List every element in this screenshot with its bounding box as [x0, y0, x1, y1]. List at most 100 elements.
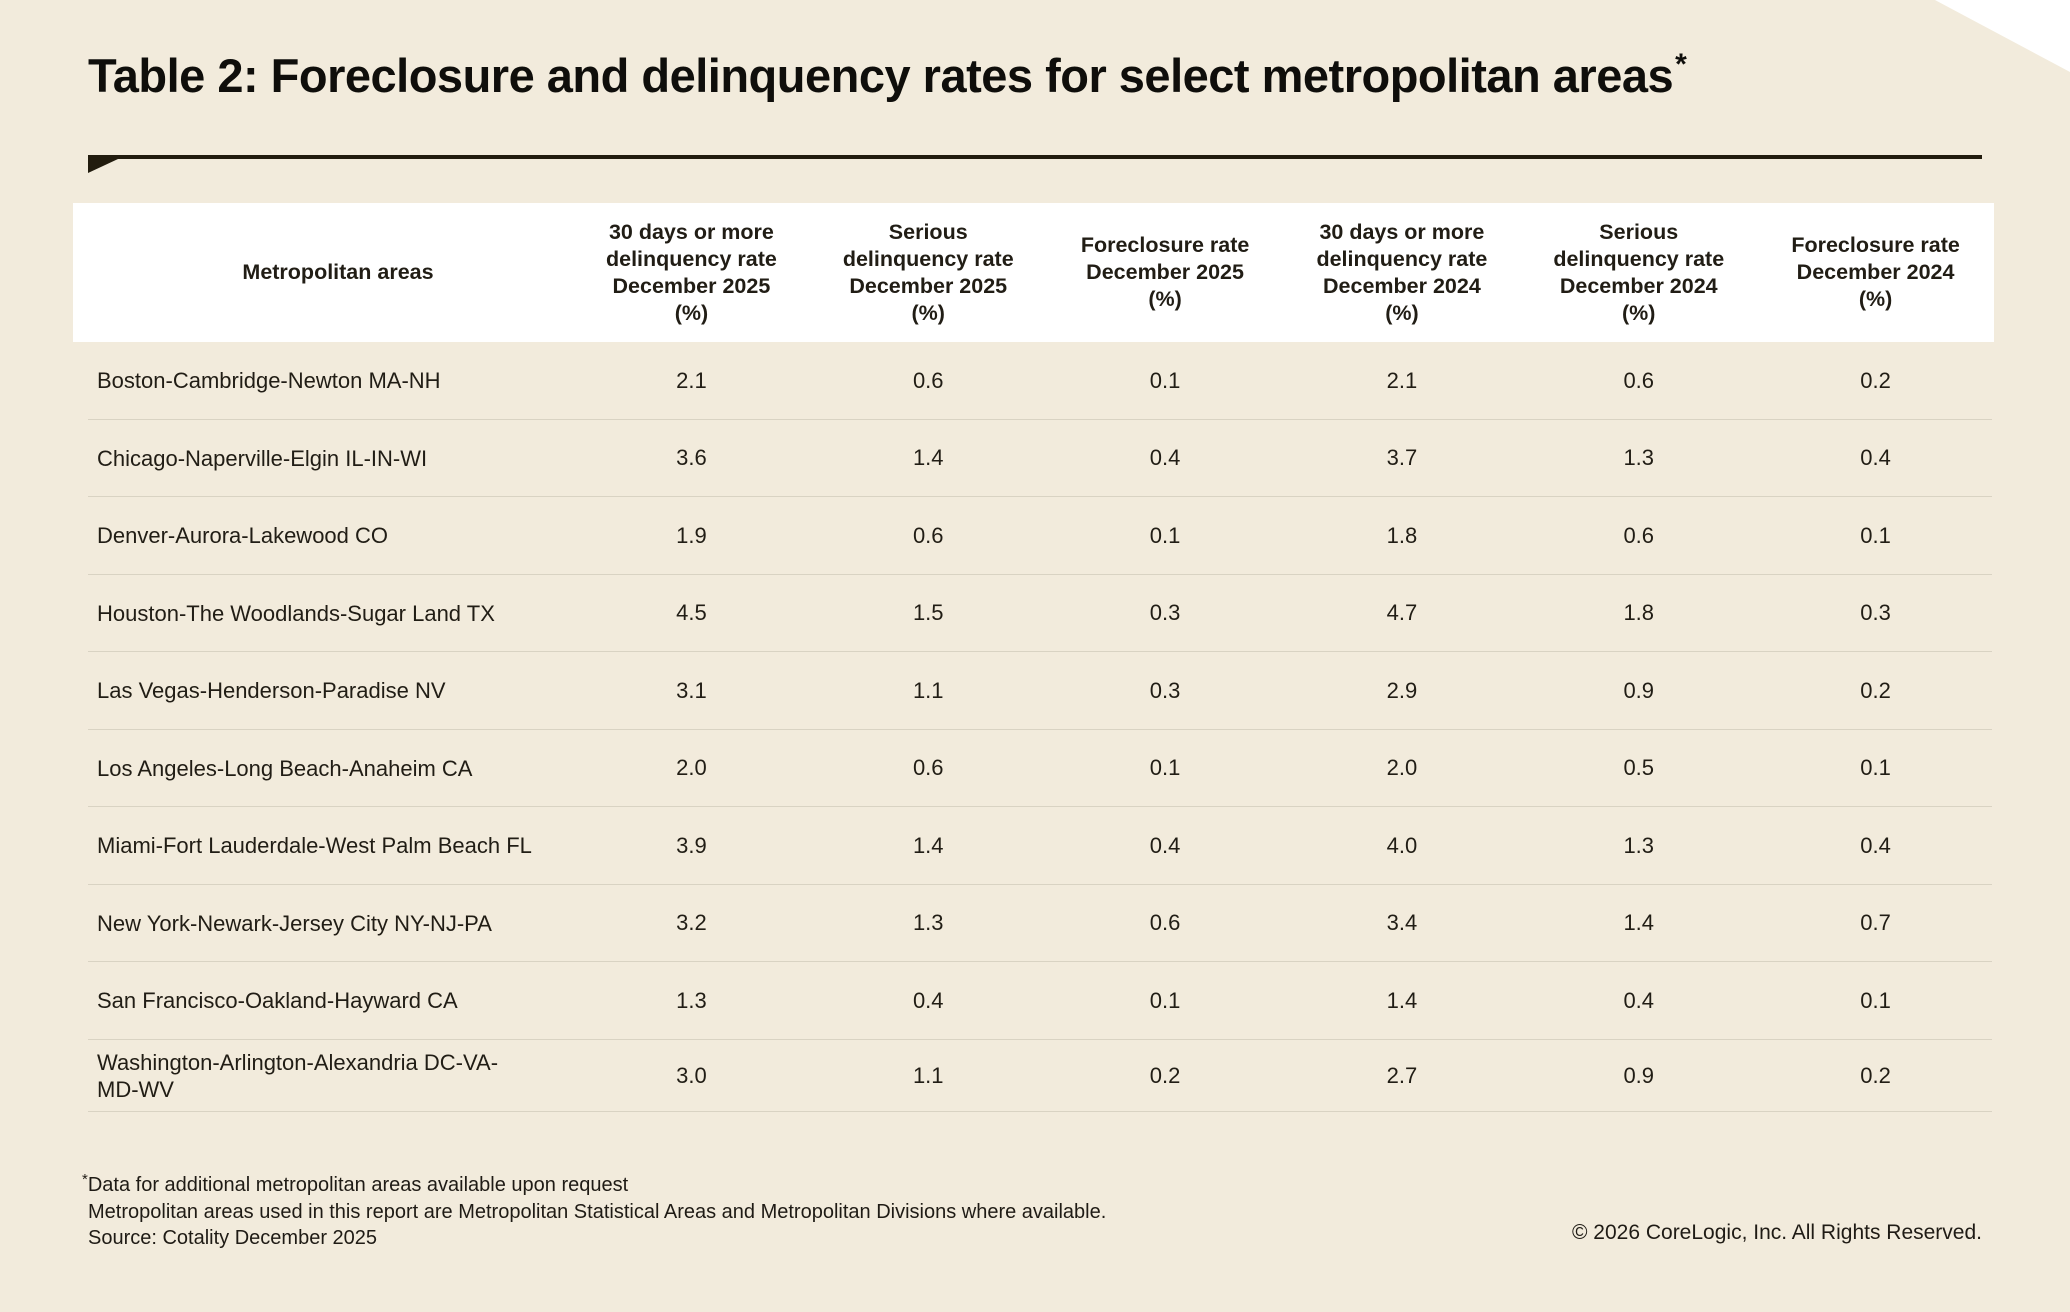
rate-value-cell: 0.1 — [1860, 522, 1891, 548]
rate-value-cell: 2.0 — [1386, 755, 1418, 781]
rate-value-cell: 0.7 — [1860, 910, 1891, 936]
rate-value-cell: 4.7 — [1386, 600, 1418, 626]
table-row: Las Vegas-Henderson-Paradise NV 3.1 1.1 … — [73, 652, 1994, 730]
footnote-additional-areas: *Data for additional metropolitan areas … — [82, 1167, 1106, 1199]
table-row: Denver-Aurora-Lakewood CO 1.9 0.6 0.1 1.… — [73, 497, 1994, 575]
rate-value-cell: 1.4 — [1386, 987, 1418, 1013]
rate-value-cell: 0.6 — [1623, 367, 1655, 393]
rate-value-cell: 3.2 — [676, 910, 707, 936]
title-divider-flag-icon — [88, 159, 118, 173]
rate-value-cell: 4.0 — [1386, 832, 1418, 858]
rate-value-cell: 3.7 — [1386, 445, 1418, 471]
rate-value-cell: 0.4 — [1860, 445, 1891, 471]
rate-value-cell: 0.6 — [912, 367, 944, 393]
rate-value-cell: 0.1 — [1149, 987, 1181, 1013]
metro-area-cell: Houston-The Woodlands-Sugar Land TX — [97, 600, 495, 626]
rate-value-cell: 3.4 — [1386, 910, 1418, 936]
rate-value-cell: 0.1 — [1860, 987, 1891, 1013]
title-asterisk: * — [1675, 48, 1687, 81]
rate-value-cell: 4.5 — [676, 600, 707, 626]
page-title-text: Table 2: Foreclosure and delinquency rat… — [88, 49, 1674, 102]
rate-value-cell: 0.1 — [1149, 755, 1181, 781]
rate-value-cell: 1.3 — [1623, 445, 1655, 471]
table-row: New York-Newark-Jersey City NY-NJ-PA 3.2… — [73, 885, 1994, 963]
rate-value-cell: 0.5 — [1623, 755, 1655, 781]
table-row: San Francisco-Oakland-Hayward CA 1.3 0.4… — [73, 962, 1994, 1040]
column-header-serious-rate-dec-2024: Serious delinquency rate December 2024 (… — [1553, 219, 1725, 325]
rate-value-cell: 0.4 — [1149, 445, 1181, 471]
rate-value-cell: 1.8 — [1386, 522, 1418, 548]
metro-area-cell: Boston-Cambridge-Newton MA-NH — [97, 368, 441, 394]
rate-value-cell: 3.9 — [676, 832, 707, 858]
column-header-foreclosure-rate-dec-2025: Foreclosure rate December 2025 (%) — [1080, 233, 1250, 311]
title-divider-rule — [88, 155, 1982, 159]
rate-value-cell: 0.1 — [1149, 367, 1181, 393]
rate-value-cell: 1.3 — [676, 987, 707, 1013]
metro-area-cell: Los Angeles-Long Beach-Anaheim CA — [97, 755, 473, 781]
rate-value-cell: 2.1 — [1386, 367, 1418, 393]
rate-value-cell: 2.9 — [1386, 677, 1418, 703]
rate-value-cell: 1.4 — [912, 832, 944, 858]
column-header-serious-rate-dec-2025: Serious delinquency rate December 2025 (… — [842, 219, 1014, 325]
rate-value-cell: 1.4 — [912, 445, 944, 471]
rate-value-cell: 0.4 — [1860, 832, 1891, 858]
rate-value-cell: 0.6 — [912, 522, 944, 548]
rate-value-cell: 1.4 — [1623, 910, 1655, 936]
rate-value-cell: 0.6 — [912, 755, 944, 781]
rate-value-cell: 0.4 — [912, 987, 944, 1013]
footnotes-block: *Data for additional metropolitan areas … — [82, 1167, 1107, 1252]
table-header-row: Metropolitan areas 30 days or more delin… — [73, 203, 1994, 342]
rate-value-cell: 1.3 — [1623, 832, 1655, 858]
metro-area-cell: New York-Newark-Jersey City NY-NJ-PA — [97, 910, 492, 936]
rate-value-cell: 0.1 — [1860, 755, 1891, 781]
column-header-foreclosure-rate-dec-2024: Foreclosure rate December 2024 (%) — [1791, 233, 1960, 311]
table-row: Washington-Arlington-Alexandria DC-VA-MD… — [73, 1040, 1994, 1112]
footnote-asterisk: * — [82, 1171, 88, 1188]
copyright-notice: © 2026 CoreLogic, Inc. All Rights Reserv… — [1571, 1221, 1982, 1244]
rate-value-cell: 0.4 — [1149, 832, 1181, 858]
rate-value-cell: 0.2 — [1860, 1062, 1891, 1088]
foreclosure-delinquency-table: Metropolitan areas 30 days or more delin… — [73, 203, 1994, 1112]
column-header-30day-rate-dec-2025: 30 days or more delinquency rate Decembe… — [605, 219, 777, 325]
rate-value-cell: 1.9 — [676, 522, 707, 548]
rate-value-cell: 2.7 — [1386, 1062, 1418, 1088]
footnote-metro-definition: Metropolitan areas used in this report a… — [88, 1200, 1107, 1223]
rate-value-cell: 0.6 — [1623, 522, 1655, 548]
rate-value-cell: 1.3 — [912, 910, 944, 936]
table-row: Los Angeles-Long Beach-Anaheim CA 2.0 0.… — [73, 730, 1994, 808]
rate-value-cell: 0.2 — [1860, 677, 1891, 703]
rate-value-cell: 0.3 — [1149, 600, 1181, 626]
footnote-source: Source: Cotality December 2025 — [88, 1227, 378, 1249]
table-row: Miami-Fort Lauderdale-West Palm Beach FL… — [73, 807, 1994, 885]
rate-value-cell: 3.1 — [676, 677, 707, 703]
rate-value-cell: 0.4 — [1623, 987, 1655, 1013]
rate-value-cell: 0.2 — [1149, 1062, 1181, 1088]
rate-value-cell: 0.3 — [1860, 600, 1891, 626]
rate-value-cell: 0.2 — [1860, 367, 1891, 393]
metro-area-cell: Denver-Aurora-Lakewood CO — [97, 523, 389, 549]
rate-value-cell: 0.6 — [1149, 910, 1181, 936]
column-header-metro-areas: Metropolitan areas — [242, 260, 434, 284]
rate-value-cell: 1.1 — [912, 677, 944, 703]
footnote-additional-areas-text: Data for additional metropolitan areas a… — [87, 1174, 629, 1196]
rate-value-cell: 0.9 — [1623, 1062, 1655, 1088]
metro-area-cell: Miami-Fort Lauderdale-West Palm Beach FL — [97, 833, 532, 859]
page-title: Table 2: Foreclosure and delinquency rat… — [88, 48, 1687, 103]
metro-area-cell: San Francisco-Oakland-Hayward CA — [97, 988, 458, 1014]
metro-area-cell: Chicago-Naperville-Elgin IL-IN-WI — [97, 445, 428, 471]
rate-value-cell: 1.8 — [1623, 600, 1655, 626]
table-row: Houston-The Woodlands-Sugar Land TX 4.5 … — [73, 575, 1994, 653]
table-row: Chicago-Naperville-Elgin IL-IN-WI 3.6 1.… — [73, 420, 1994, 498]
rate-value-cell: 0.3 — [1149, 677, 1181, 703]
rate-value-cell: 2.0 — [676, 755, 707, 781]
column-header-30day-rate-dec-2024: 30 days or more delinquency rate Decembe… — [1316, 219, 1488, 325]
rate-value-cell: 1.1 — [912, 1062, 944, 1088]
metro-area-cell: Washington-Arlington-Alexandria DC-VA-MD… — [97, 1049, 499, 1102]
rate-value-cell: 0.1 — [1149, 522, 1181, 548]
metro-area-cell: Las Vegas-Henderson-Paradise NV — [97, 678, 446, 704]
rate-value-cell: 3.6 — [676, 445, 707, 471]
table-row: Boston-Cambridge-Newton MA-NH 2.1 0.6 0.… — [73, 342, 1994, 420]
rate-value-cell: 3.0 — [676, 1062, 707, 1088]
rate-value-cell: 1.5 — [912, 600, 944, 626]
